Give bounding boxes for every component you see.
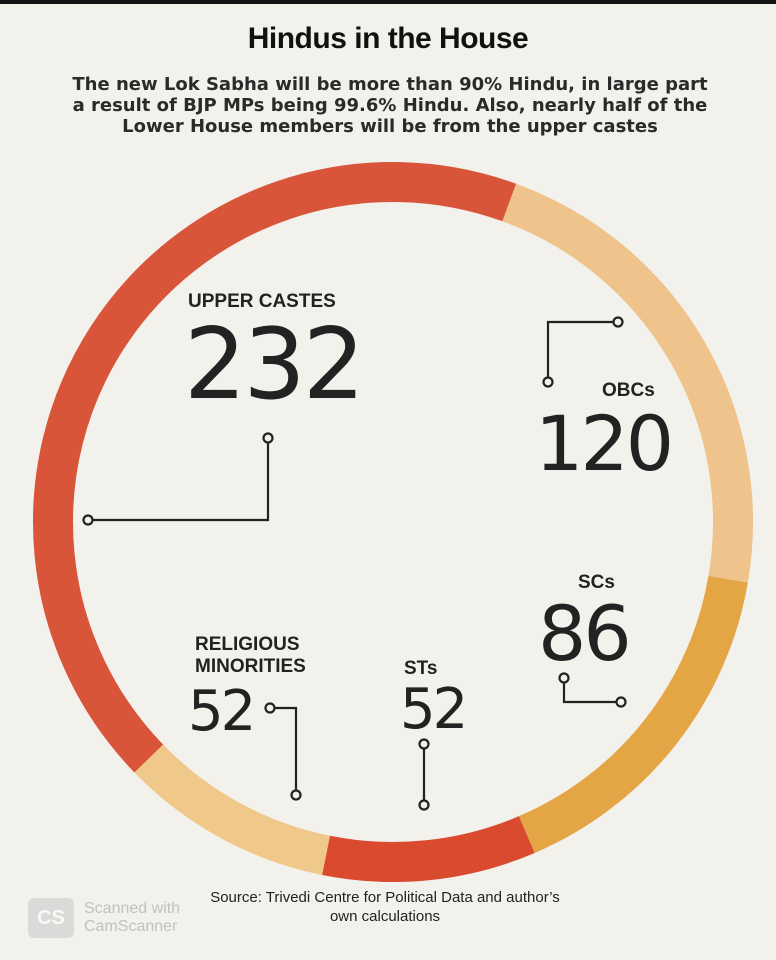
value-upper-castes: 232 (184, 308, 365, 422)
watermark-line-2: CamScanner (84, 918, 178, 935)
ring-segment-obcs (502, 183, 753, 583)
religious-minorities-callout-dot (264, 702, 276, 714)
sts-callout-dot (418, 738, 430, 750)
chart-title: Hindus in the House (247, 22, 529, 55)
ring-segment-religious-minorities (134, 744, 331, 875)
camscanner-watermark: CS Scanned with CamScanner (28, 898, 180, 938)
watermark-text: Scanned with CamScanner (84, 900, 180, 936)
obcs-callout-dot (542, 376, 554, 388)
sts-callout-dot (418, 799, 430, 811)
label-scs: SCs (578, 572, 615, 593)
value-sts: 52 (400, 677, 468, 742)
religious-minorities-callout-dot (290, 789, 302, 801)
ring-segment-upper-castes (33, 162, 517, 773)
scs-callout (562, 680, 618, 704)
callout-lines (82, 316, 627, 811)
label-religious-minorities: RELIGIOUS MINORITIES (195, 634, 306, 677)
obcs-callout-dot (612, 316, 624, 328)
upper-castes-callout (88, 438, 270, 522)
value-religious-minorities: 52 (188, 679, 256, 744)
watermark-line-1: Scanned with (84, 900, 181, 917)
value-obcs: 120 (535, 399, 674, 488)
chart-subtitle: The new Lok Sabha will be more than 90% … (72, 74, 708, 137)
label-upper-castes: UPPER CASTES (188, 291, 336, 312)
scs-callout-dot (558, 672, 570, 684)
value-scs: 86 (538, 589, 632, 678)
scs-callout-dot (615, 696, 627, 708)
ring-segment-sts (322, 816, 535, 882)
religious-minorities-callout (272, 706, 298, 792)
upper-castes-callout-dot (262, 432, 274, 444)
upper-castes-callout-dot (82, 514, 94, 526)
top-rule (0, 0, 776, 4)
ring-segments (33, 162, 753, 882)
ring-segment-scs (518, 575, 748, 853)
source-note: Source: Trivedi Centre for Political Dat… (210, 889, 560, 925)
label-sts: STs (404, 658, 438, 679)
label-obcs: OBCs (602, 380, 655, 401)
obcs-callout (546, 320, 616, 380)
camscanner-logo-icon: CS (28, 898, 74, 938)
